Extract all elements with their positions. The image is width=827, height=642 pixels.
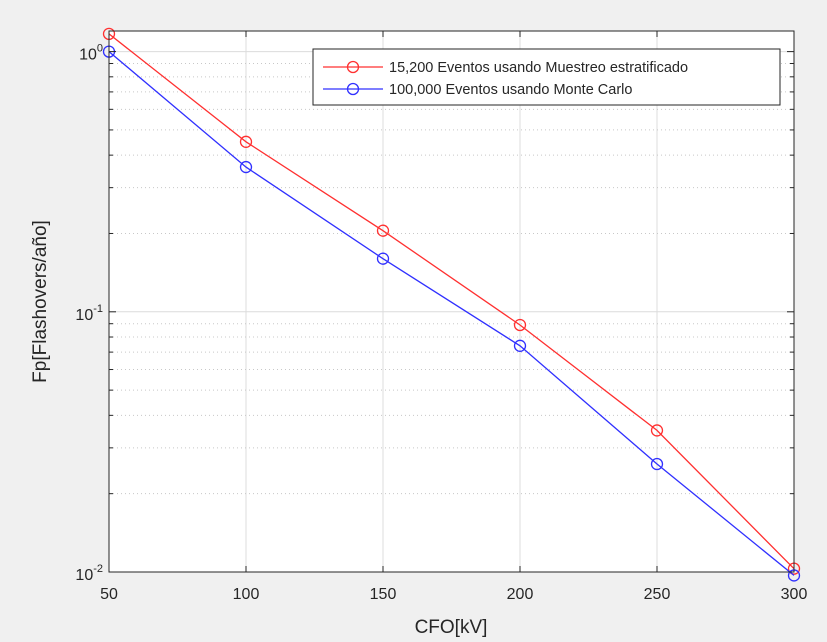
y-tick-label: 100 xyxy=(79,43,103,64)
y-tick-label: 10-2 xyxy=(75,563,103,584)
x-tick-labels: 50 100 150 200 250 300 xyxy=(100,586,807,603)
legend: 15,200 Eventos usando Muestreo estratifi… xyxy=(312,48,781,106)
data-point xyxy=(239,135,253,148)
grid-lines xyxy=(109,31,794,572)
legend-item: 15,200 Eventos usando Muestreo estratifi… xyxy=(323,60,688,76)
y-axis-title: Fp[Flashovers/año] xyxy=(30,220,51,383)
data-point xyxy=(513,318,527,332)
data-point xyxy=(650,424,664,437)
x-tick-label: 250 xyxy=(644,586,671,603)
legend-item: 100,000 Eventos usando Monte Carlo xyxy=(323,82,632,98)
series-line xyxy=(108,33,795,570)
data-point xyxy=(376,224,390,237)
data-point xyxy=(513,339,527,352)
x-tick-label: 50 xyxy=(100,586,118,603)
x-tick-label: 300 xyxy=(781,586,808,603)
data-point xyxy=(239,160,253,174)
axis-ticks xyxy=(108,31,795,573)
data-point xyxy=(650,457,664,471)
series-line xyxy=(108,51,795,576)
legend-marker-swatch xyxy=(346,82,360,96)
legend-marker-swatch xyxy=(346,60,360,74)
x-tick-label: 200 xyxy=(507,586,534,603)
data-point xyxy=(376,252,390,265)
x-tick-label: 100 xyxy=(233,586,260,603)
legend-label: 100,000 Eventos usando Monte Carlo xyxy=(389,82,632,98)
x-axis-title: CFO[kV] xyxy=(415,617,488,638)
legend-label: 15,200 Eventos usando Muestreo estratifi… xyxy=(389,60,688,76)
plot-border xyxy=(108,30,795,573)
legend-box xyxy=(312,48,781,106)
x-tick-label: 150 xyxy=(370,586,397,603)
y-tick-labels: 100 10-1 10-2 xyxy=(75,43,103,584)
y-tick-label: 10-1 xyxy=(75,303,103,324)
